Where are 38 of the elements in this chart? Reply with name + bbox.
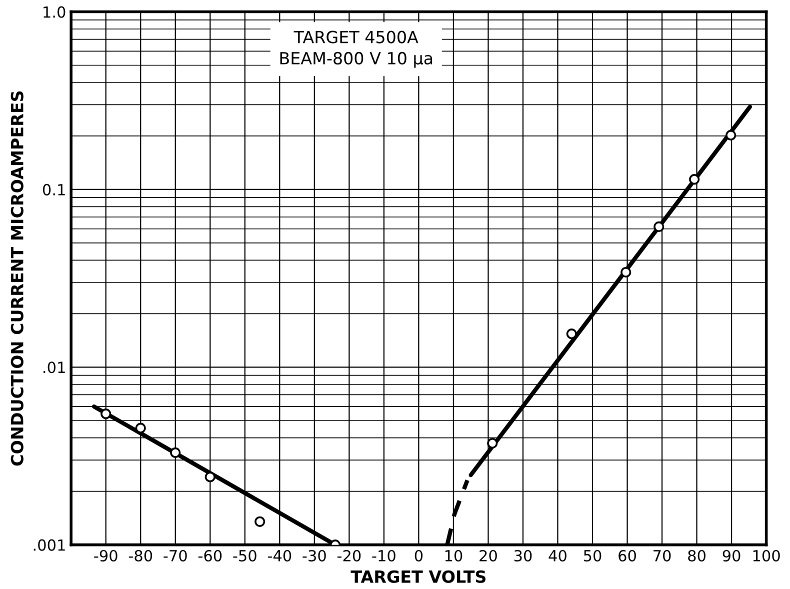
x-tick-label: -20 <box>337 550 361 562</box>
x-tick-label: -90 <box>94 550 118 562</box>
y-tick-label: .01 <box>44 362 65 374</box>
x-tick-label: 60 <box>618 550 636 562</box>
point <box>620 266 632 278</box>
y-tick-label: .001 <box>34 539 65 551</box>
x-tick-label: -40 <box>268 550 292 562</box>
point <box>100 408 112 420</box>
x-tick-label: 40 <box>548 550 566 562</box>
x-tick-label: -30 <box>302 550 326 562</box>
point <box>487 438 498 449</box>
x-tick-label: 20 <box>480 550 497 562</box>
point <box>689 174 700 185</box>
point <box>726 130 736 141</box>
annotation: TARGET 4500A BEAM-800 V 10 μa <box>280 30 432 68</box>
x-tick-label: -50 <box>233 550 256 562</box>
x-tick-label: 100 <box>753 550 780 562</box>
point <box>170 447 181 458</box>
x-axis-title: TARGET VOLTS <box>350 570 486 583</box>
point <box>254 516 266 527</box>
y-tick-label: 0.1 <box>42 184 65 196</box>
x-tick-label: -10 <box>372 550 396 562</box>
x-tick-label: 0 <box>414 550 423 562</box>
x-tick-label: 50 <box>584 550 602 562</box>
point <box>654 221 664 232</box>
x-tick-label: -60 <box>198 550 222 562</box>
x-tick-label: -80 <box>128 550 152 562</box>
y-axis-title: CONDUCTION CURRENT MICROAMPERES <box>10 91 24 466</box>
y-tick-label: 1.0 <box>44 6 66 18</box>
x-tick-label: 70 <box>654 550 671 562</box>
point <box>135 422 146 434</box>
x-tick-label: 90 <box>722 550 740 562</box>
point <box>566 328 577 340</box>
point <box>204 472 216 482</box>
x-tick-label: 80 <box>688 550 706 562</box>
x-tick-label: 10 <box>445 550 462 562</box>
x-tick-label: -70 <box>164 550 187 562</box>
x-tick-label: 30 <box>514 550 532 562</box>
